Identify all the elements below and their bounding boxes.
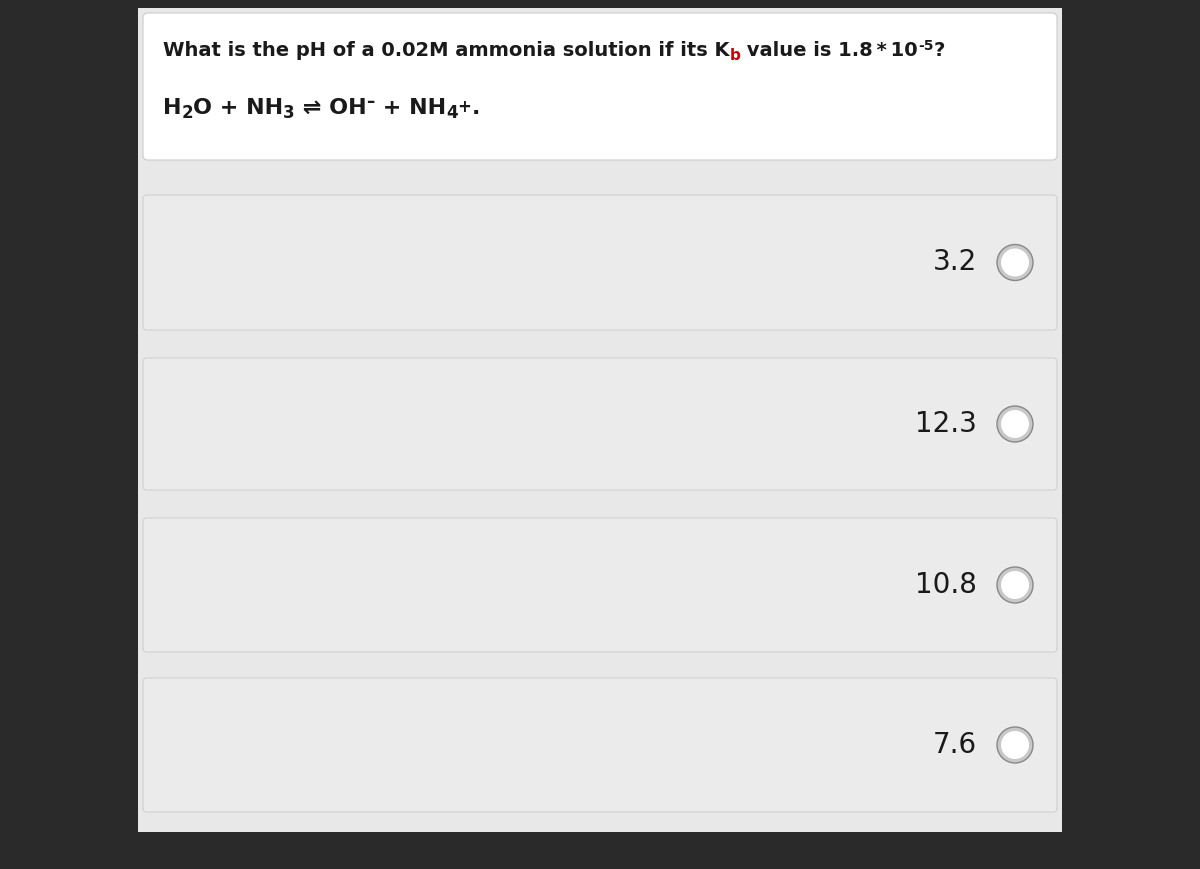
FancyBboxPatch shape [143,195,1057,330]
Bar [138,8,1062,832]
Text: 4: 4 [446,104,457,122]
Text: +: + [457,98,472,116]
FancyBboxPatch shape [143,13,1057,160]
Text: 3: 3 [283,104,295,122]
Text: O + NH: O + NH [193,98,283,118]
Circle shape [997,567,1033,603]
Text: + NH: + NH [374,98,446,118]
Text: 3.2: 3.2 [932,249,977,276]
Text: H: H [163,98,181,118]
Text: value is 1.8 * 10: value is 1.8 * 10 [740,42,918,61]
FancyBboxPatch shape [143,518,1057,652]
Text: .: . [472,98,480,118]
Text: 10.8: 10.8 [916,571,977,599]
Text: ?: ? [934,42,944,61]
Text: –: – [366,93,374,111]
Text: ⇌ OH: ⇌ OH [295,98,366,118]
Circle shape [997,244,1033,281]
FancyBboxPatch shape [143,358,1057,490]
Circle shape [1001,410,1030,438]
Circle shape [1001,249,1030,276]
Circle shape [997,727,1033,763]
Text: 12.3: 12.3 [916,410,977,438]
Text: What is the pH of a 0.02M ammonia solution if its K: What is the pH of a 0.02M ammonia soluti… [163,42,730,61]
Text: 7.6: 7.6 [932,731,977,759]
Text: 2: 2 [181,104,193,122]
Circle shape [1001,731,1030,759]
FancyBboxPatch shape [143,678,1057,812]
Text: b: b [730,49,740,63]
Circle shape [997,406,1033,442]
Text: -5: -5 [918,39,934,53]
Circle shape [1001,571,1030,599]
